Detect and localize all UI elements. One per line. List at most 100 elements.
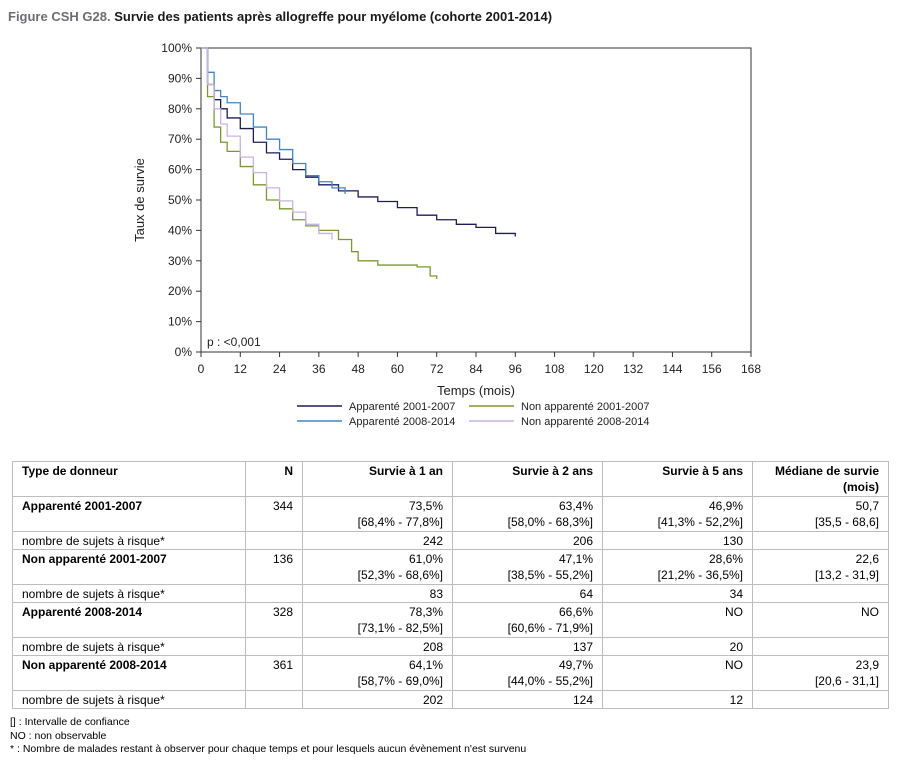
y-tick-label: 0%: [175, 345, 193, 359]
table-cell: 49,7% [44,0% - 55,2%]: [452, 655, 603, 691]
table-cell: 61,0% [52,3% - 68,6%]: [302, 549, 453, 585]
table-cell: 34: [602, 584, 753, 603]
table-header-cell: Médiane de survie (mois): [752, 461, 889, 497]
table-cell: Non apparenté 2008-2014: [12, 655, 246, 691]
table-cell: 66,6% [60,6% - 71,9%]: [452, 602, 603, 638]
figure-title: Figure CSH G28. Survie des patients aprè…: [8, 9, 552, 24]
table-cell: 46,9% [41,3% - 52,2%]: [602, 496, 753, 532]
table-cell: 83: [302, 584, 453, 603]
x-tick-label: 108: [545, 362, 565, 376]
table-cell: [245, 637, 303, 656]
survival-curve-1: [201, 47, 516, 237]
x-axis-label: Temps (mois): [437, 383, 515, 398]
x-tick-label: 96: [509, 362, 523, 376]
y-tick-label: 10%: [168, 315, 192, 329]
table-cell: [752, 531, 889, 550]
x-tick-label: 12: [234, 362, 248, 376]
table-header-cell: N: [245, 461, 303, 497]
figure-label: Figure CSH G28.: [8, 9, 111, 24]
footnote-ci: [] : Intervalle de confiance: [10, 716, 130, 728]
y-tick-label: 80%: [168, 102, 192, 116]
table-row-at-risk: nombre de sujets à risque* 83 64 34: [12, 584, 889, 603]
chart-axes: 0 12 24 36 48 60 72 84 96 108 120 132 144 156 168 0% 10%…: [132, 41, 761, 398]
table-cell: 12: [602, 690, 753, 709]
table-row: Non apparenté 2001-2007 136 61,0% [52,3% - …: [12, 549, 889, 585]
survival-table: Type de donneur N Survie à 1 an Survie à 2 …: [12, 461, 889, 709]
table-cell: Non apparenté 2001-2007: [12, 549, 246, 585]
table-cell: [752, 637, 889, 656]
table-row: Apparenté 2001-2007 344 73,5% [68,4% - 77,8…: [12, 496, 889, 532]
survival-curve-4: [201, 47, 333, 240]
table-cell: 63,4% [58,0% - 68,3%]: [452, 496, 603, 532]
table-cell: nombre de sujets à risque*: [12, 531, 246, 550]
table-cell: 137: [452, 637, 603, 656]
x-tick-label: 168: [741, 362, 761, 376]
table-cell: 28,6% [21,2% - 36,5%]: [602, 549, 753, 585]
table-cell: 242: [302, 531, 453, 550]
table-cell: 361: [245, 655, 303, 691]
survival-curve-2: [201, 47, 438, 280]
x-tick-label: 36: [312, 362, 326, 376]
chart-legend: Apparenté 2001-2007 Non apparenté 2001-20…: [297, 401, 649, 428]
y-tick-label: 30%: [168, 254, 192, 268]
table-row-at-risk: nombre de sujets à risque* 208 137 20: [12, 637, 889, 656]
figure-title-text: Survie des patients après allogreffe pou…: [114, 9, 553, 24]
footnotes: [] : Intervalle de confiance NO : non ob…: [10, 716, 526, 757]
survival-curve-3: [201, 47, 346, 194]
table-cell: [752, 690, 889, 709]
x-tick-label: 144: [662, 362, 682, 376]
table-cell: 328: [245, 602, 303, 638]
legend-label: Apparenté 2001-2007: [349, 401, 455, 413]
table-cell: 130: [602, 531, 753, 550]
x-tick-label: 132: [623, 362, 643, 376]
table-cell: nombre de sujets à risque*: [12, 690, 246, 709]
y-tick-label: 20%: [168, 284, 192, 298]
table-cell: 206: [452, 531, 603, 550]
y-tick-label: 40%: [168, 223, 192, 237]
x-tick-label: 156: [702, 362, 722, 376]
x-tick-label: 84: [469, 362, 483, 376]
table-cell: nombre de sujets à risque*: [12, 637, 246, 656]
legend-label: Non apparenté 2001-2007: [521, 401, 649, 413]
table-header-cell: Survie à 5 ans: [602, 461, 753, 497]
y-tick-label: 60%: [168, 163, 192, 177]
table-row: Non apparenté 2008-2014 361 64,1% [58,7% - …: [12, 655, 889, 691]
table-cell: 22,6 [13,2 - 31,9]: [752, 549, 889, 585]
table-cell: 344: [245, 496, 303, 532]
x-tick-label: 48: [351, 362, 365, 376]
table-header-cell: Type de donneur: [12, 461, 246, 497]
table-row-at-risk: nombre de sujets à risque* 202 124 12: [12, 690, 889, 709]
table-cell: 208: [302, 637, 453, 656]
footnote-risk: * : Nombre de malades restant à observer…: [10, 743, 527, 755]
table-cell: Apparenté 2001-2007: [12, 496, 246, 532]
table-cell: 73,5% [68,4% - 77,8%]: [302, 496, 453, 532]
y-tick-label: 100%: [161, 41, 192, 55]
table-row-at-risk: nombre de sujets à risque* 242 206 130: [12, 531, 889, 550]
table-cell: 124: [452, 690, 603, 709]
table-cell: Apparenté 2008-2014: [12, 602, 246, 638]
table-cell: 50,7 [35,5 - 68,6]: [752, 496, 889, 532]
table-header-row: Type de donneur N Survie à 1 an Survie à 2 …: [12, 461, 889, 497]
table-body: Apparenté 2001-2007 344 73,5% [68,4% - 77,8…: [12, 496, 889, 709]
table-cell: 136: [245, 549, 303, 585]
table-cell: NO: [752, 602, 889, 638]
table-cell: 20: [602, 637, 753, 656]
p-value-annotation: p : <0,001: [207, 335, 261, 349]
table-cell: NO: [602, 602, 753, 638]
table-cell: [752, 584, 889, 603]
table-cell: [245, 531, 303, 550]
table-cell: [245, 690, 303, 709]
footnote-no: NO : non observable: [10, 729, 107, 742]
table-cell: 64,1% [58,7% - 69,0%]: [302, 655, 453, 691]
table-cell: 202: [302, 690, 453, 709]
table-cell: 64: [452, 584, 603, 603]
plot-frame: [200, 47, 752, 353]
y-tick-label: 90%: [168, 71, 192, 85]
x-tick-label: 60: [391, 362, 405, 376]
y-axis-label: Taux de survie: [132, 158, 147, 242]
legend-label: Non apparenté 2008-2014: [521, 416, 649, 428]
x-tick-label: 24: [273, 362, 287, 376]
legend-label: Apparenté 2008-2014: [349, 416, 455, 428]
y-tick-label: 70%: [168, 132, 192, 146]
x-tick-label: 0: [198, 362, 205, 376]
